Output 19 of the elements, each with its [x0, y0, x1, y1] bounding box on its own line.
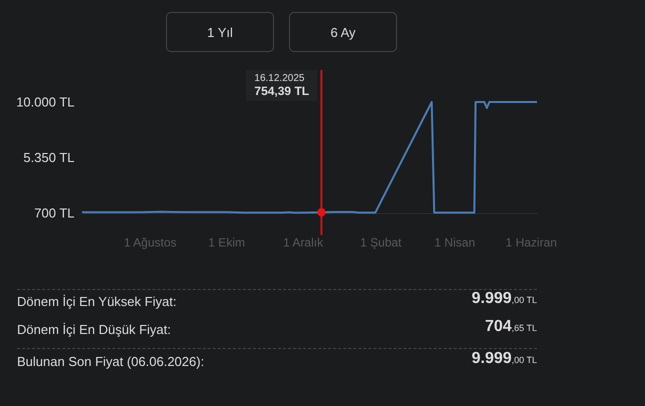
button: 6 Ay — [289, 12, 397, 52]
x-tick-label: 1 Şubat — [360, 236, 402, 250]
text: Dönem İçi En Yüksek Fiyat: — [17, 294, 176, 309]
y-tick-label: 700 TL — [34, 206, 74, 220]
y-tick-label: 5.350 TL — [23, 150, 74, 165]
text: Bulunan Son Fiyat (06.06.2026): — [17, 354, 204, 369]
text: Dönem İçi En Düşük Fiyat: — [17, 322, 171, 337]
text: 754,39 TL — [254, 84, 310, 98]
text: 704,65 TL — [484, 318, 537, 336]
y-tick-label: 10.000 TL — [16, 94, 74, 110]
x-tick-label: 1 Ekim — [208, 236, 245, 250]
text: 9.999,00 TL — [472, 350, 537, 368]
x-tick-label: 1 Haziran — [506, 236, 557, 250]
x-tick-label: 1 Nisan — [434, 236, 476, 250]
text: 9.999,00 TL — [472, 290, 537, 308]
x-tick-label: 1 Aralık — [283, 236, 324, 250]
text: 16.12.2025 — [254, 73, 306, 84]
x-tick-label: 1 Ağustos — [124, 236, 177, 250]
button: 1 Yıl — [166, 12, 274, 52]
